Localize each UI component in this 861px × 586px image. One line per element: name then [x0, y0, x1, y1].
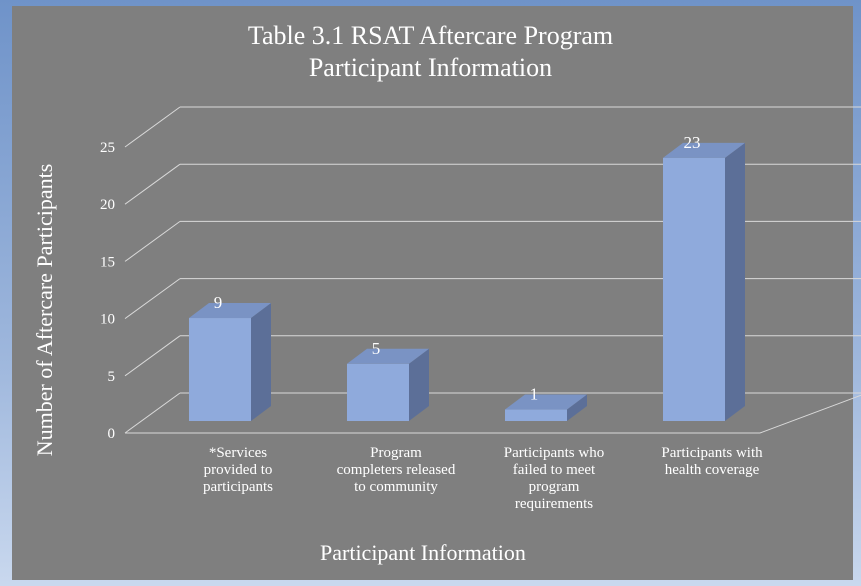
bar [505, 409, 567, 421]
grid-line-side [124, 106, 181, 148]
x-tick-label: Participants who failed to meet program … [503, 445, 605, 512]
value-label: 23 [684, 133, 701, 152]
bar [189, 318, 251, 421]
bar-side [567, 394, 587, 421]
bar-side [251, 303, 271, 421]
bar [347, 363, 409, 421]
y-tick-label: 15 [100, 254, 115, 270]
grid-line-side [124, 220, 181, 262]
y-axis-label: Number of Aftercare Participants [32, 164, 57, 457]
grid-line-side [124, 278, 181, 320]
y-tick-label: 20 [100, 197, 115, 213]
x-axis-label: Participant Information [320, 540, 526, 565]
bar-top [347, 348, 429, 364]
grid-line-side [124, 163, 181, 205]
bar-side [725, 142, 745, 421]
chart-title: Table 3.1 RSAT Aftercare Program Partici… [247, 21, 614, 82]
bar-top [189, 303, 271, 319]
value-label: 9 [214, 293, 223, 312]
bar [663, 157, 725, 421]
y-tick-label: 10 [100, 312, 115, 328]
y-tick-label: 0 [108, 426, 116, 442]
bar-side [409, 348, 429, 421]
grid-line-side [124, 335, 181, 377]
grid-line-side [124, 392, 181, 434]
y-tick-label: 25 [100, 140, 115, 156]
x-tick-label: Participants with health coverage [661, 445, 763, 478]
value-label: 5 [372, 339, 381, 358]
value-label: 1 [530, 385, 539, 404]
y-tick-label: 5 [108, 369, 116, 385]
floor-line [759, 394, 861, 434]
x-tick-label: *Services provided to participants [203, 445, 273, 495]
x-tick-label: Program completers released to community [336, 445, 456, 495]
bar-top [663, 142, 745, 158]
bar-top [505, 394, 587, 410]
